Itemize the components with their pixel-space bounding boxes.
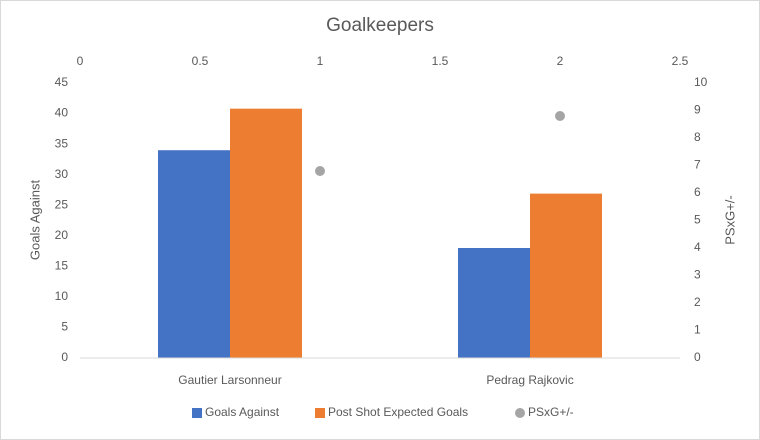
y2-tick-label: 7 [694, 158, 701, 172]
legend-marker [192, 408, 202, 418]
y-tick-label: 40 [55, 106, 69, 120]
legend-label: Post Shot Expected Goals [328, 405, 468, 419]
y2-axis-title: PSxG+/- [722, 195, 737, 245]
y2-tick-label: 2 [694, 295, 701, 309]
x-tick-label: Gautier Larsonneur [178, 373, 281, 387]
x2-tick-label: 0.5 [192, 54, 209, 68]
x2-tick-label: 1 [317, 54, 324, 68]
y2-tick-label: 10 [694, 75, 708, 89]
x-tick-label: Pedrag Rajkovic [486, 373, 573, 387]
y-tick-label: 10 [55, 289, 69, 303]
y2-tick-label: 9 [694, 103, 701, 117]
legend-label: Goals Against [205, 405, 280, 419]
legend-marker [315, 408, 325, 418]
legend-label: PSxG+/- [528, 405, 574, 419]
y2-tick-label: 5 [694, 213, 701, 227]
x2-tick-label: 0 [77, 54, 84, 68]
bar [458, 248, 530, 358]
y-axis-title: Goals Against [27, 180, 42, 261]
bar [158, 150, 230, 358]
y-tick-label: 35 [55, 136, 69, 150]
x2-tick-label: 1.5 [432, 54, 449, 68]
scatter-point [555, 111, 565, 121]
y-tick-label: 20 [55, 228, 69, 242]
y-tick-label: 0 [61, 350, 68, 364]
x2-tick-label: 2.5 [672, 54, 689, 68]
x2-tick-label: 2 [557, 54, 564, 68]
y2-tick-label: 4 [694, 240, 701, 254]
y-tick-label: 5 [61, 320, 68, 334]
bar [530, 193, 602, 358]
y2-tick-label: 6 [694, 185, 701, 199]
chart-title: Goalkeepers [326, 15, 434, 36]
y2-tick-label: 8 [694, 130, 701, 144]
y2-tick-label: 1 [694, 323, 701, 337]
scatter-point [315, 166, 325, 176]
y-tick-label: 45 [55, 75, 69, 89]
y-tick-label: 15 [55, 259, 69, 273]
y-tick-label: 30 [55, 167, 69, 181]
legend-marker [515, 408, 525, 418]
bar [230, 108, 302, 359]
y2-tick-label: 0 [694, 350, 701, 364]
y-tick-label: 25 [55, 197, 69, 211]
y2-tick-label: 3 [694, 268, 701, 282]
